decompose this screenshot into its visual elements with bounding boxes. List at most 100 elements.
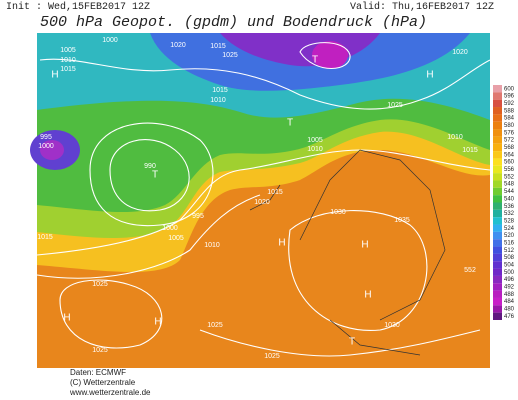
isobar-label: 1030	[384, 322, 400, 329]
map-area	[30, 33, 491, 368]
legend-label: 528	[504, 218, 515, 224]
isobar-label: 995	[40, 134, 52, 141]
legend-label: 564	[504, 152, 515, 158]
isobar-label: 990	[144, 163, 156, 170]
isobar-label: 1010	[447, 134, 463, 141]
legend-label: 596	[504, 94, 515, 100]
legend-swatch	[493, 268, 502, 276]
legend-swatch	[493, 209, 502, 218]
legend-swatch	[493, 290, 502, 298]
isobar-label: 1035	[394, 217, 410, 224]
legend-label: 488	[504, 292, 515, 298]
isobar-label: 1005	[60, 47, 76, 54]
legend-label: 516	[504, 240, 515, 246]
isobar-label: 1010	[307, 146, 323, 153]
pressure-center: H	[361, 240, 368, 251]
pressure-center: H	[154, 317, 161, 328]
legend-swatch	[493, 246, 502, 254]
legend-swatch	[493, 224, 502, 232]
isobar	[36, 149, 491, 256]
coastline	[249, 149, 446, 356]
isobar-label: 1015	[267, 189, 283, 196]
legend-swatch	[493, 253, 502, 262]
isobar-label: 552	[464, 267, 476, 274]
legend-label: 520	[504, 233, 515, 239]
isobar-label: 1030	[330, 209, 346, 216]
isobar-label: 1025	[222, 52, 238, 59]
legend-swatch	[493, 217, 502, 225]
pressure-center: H	[51, 70, 58, 81]
isobar	[36, 194, 261, 279]
legend-label: 568	[504, 145, 515, 151]
legend-swatch	[493, 143, 502, 152]
legend-label: 592	[504, 101, 515, 107]
isobar-label: 1025	[92, 281, 108, 288]
isobar-label: 1000	[162, 225, 178, 232]
legend-label: 584	[504, 116, 515, 122]
legend-label: 540	[504, 196, 515, 202]
isobar-label: 1005	[307, 137, 323, 144]
legend-swatch	[493, 195, 502, 203]
legend-label: 572	[504, 138, 515, 144]
legend-label: 576	[504, 130, 515, 136]
legend-label: 544	[504, 189, 515, 195]
map-title: 500 hPa Geopot. (gpdm) und Bodendruck (h…	[40, 14, 427, 31]
map-labels: H 1000 1005 1010 1015 1020 1025 1015 T 995 1000 T 99…	[37, 37, 478, 360]
legend-swatch	[493, 297, 502, 306]
isobar-label: 1015	[37, 234, 53, 241]
legend-label: 536	[504, 204, 515, 210]
legend-swatch	[493, 275, 502, 284]
legend-swatch	[493, 312, 502, 320]
isobar-label: 1015	[210, 43, 226, 50]
legend-swatch	[493, 129, 502, 137]
legend-swatch	[493, 114, 502, 122]
pressure-center: H	[278, 238, 285, 249]
legend-label: 496	[504, 277, 515, 283]
legend-label: 560	[504, 160, 515, 166]
isobar-label: 1020	[254, 199, 270, 206]
legend-label: 500	[504, 270, 515, 276]
isobar	[288, 210, 428, 332]
isobar-label: 1010	[210, 97, 226, 104]
legend-swatch	[493, 305, 502, 313]
pressure-center: T	[312, 55, 318, 66]
legend-swatch	[493, 202, 502, 210]
legend-swatch	[493, 99, 502, 108]
legend-swatch	[493, 92, 502, 100]
isobar-label: 1005	[168, 235, 184, 242]
isobar	[89, 122, 214, 227]
footer-copyright: (C) Wetterzentrale	[70, 378, 136, 387]
legend-swatch	[493, 283, 502, 291]
legend-swatch	[493, 261, 502, 269]
isobar-label: 1015	[462, 147, 478, 154]
legend-label: 508	[504, 255, 515, 261]
legend-swatch	[493, 165, 502, 174]
field-magenta	[312, 41, 348, 69]
legend-label: 588	[504, 108, 515, 114]
legend-swatch	[493, 151, 502, 159]
isobar-label: 1020	[170, 42, 186, 49]
legend-swatch	[493, 180, 502, 188]
pressure-center: T	[349, 337, 355, 348]
legend-label: 552	[504, 174, 515, 180]
isobar	[59, 279, 163, 349]
isobar-label: 1025	[92, 347, 108, 354]
field-magenta-left	[40, 140, 64, 160]
isobar-label: 1015	[60, 66, 76, 73]
isobar-label: 1000	[102, 37, 118, 44]
isobar-label: 1020	[452, 49, 468, 56]
legend-swatch	[493, 173, 502, 181]
footer-source: Daten: ECMWF	[70, 368, 126, 377]
legend-label: 512	[504, 248, 515, 254]
legend-swatch	[493, 187, 502, 196]
footer-url: www.wetterzentrale.de	[69, 388, 151, 397]
isobar-label: 1025	[207, 322, 223, 329]
pressure-center: H	[364, 290, 371, 301]
init-time: Init : Wed,15FEB2017 12Z	[6, 1, 150, 13]
isobar-label: 1010	[60, 57, 76, 64]
isobar-label: 1015	[212, 87, 228, 94]
legend-label: 504	[504, 263, 515, 269]
pressure-center: H	[63, 313, 70, 324]
pressure-center: H	[426, 70, 433, 81]
